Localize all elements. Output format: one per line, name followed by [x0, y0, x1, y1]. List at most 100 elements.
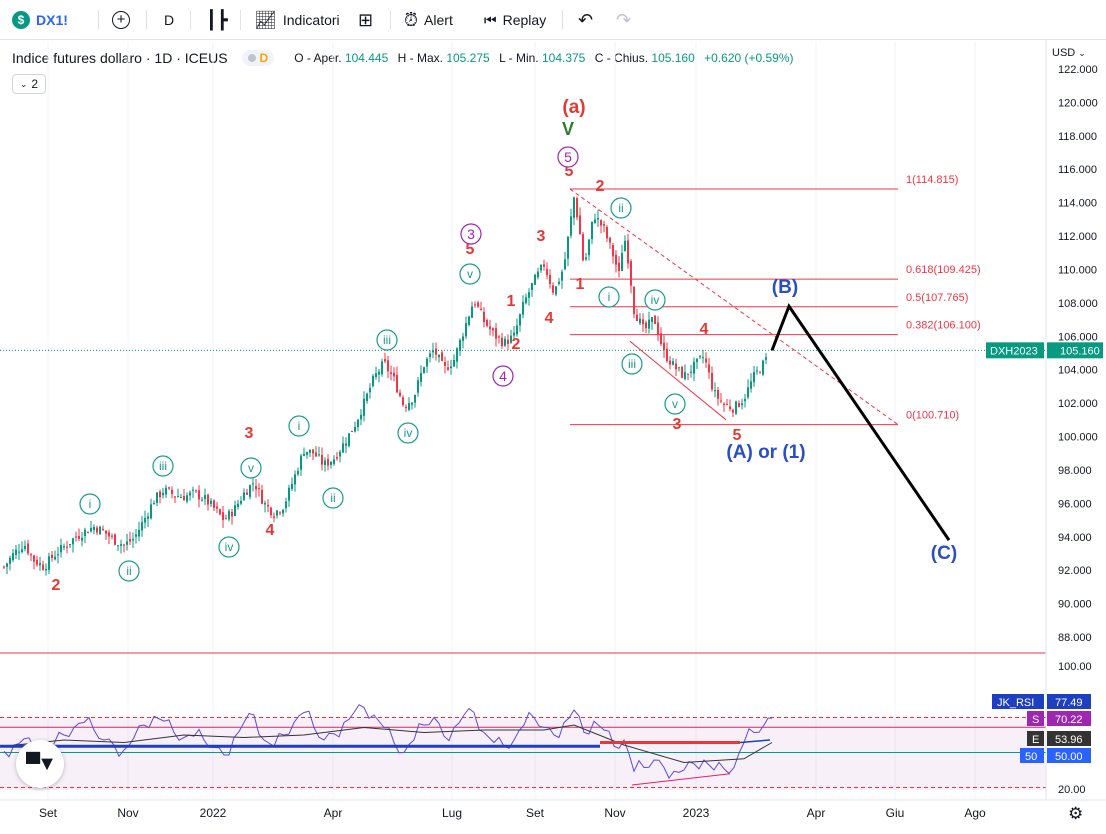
candle-body: [414, 394, 416, 403]
alert-button[interactable]: ⏰︎ Alert: [404, 0, 453, 40]
candle-body: [180, 497, 182, 499]
candle-body: [606, 226, 608, 239]
wave-label-purple: 5: [564, 149, 572, 165]
price-tick-label: 120.000: [1058, 97, 1098, 109]
price-tick-label: 96.000: [1058, 498, 1092, 510]
layouts-button[interactable]: ⊞: [358, 0, 379, 40]
candle-body: [717, 389, 719, 399]
candle-body: [426, 358, 428, 367]
wave-label-major: (A) or (1): [726, 442, 805, 463]
candle-body: [702, 357, 704, 359]
wave-circle-teal: [218, 536, 240, 558]
price-tick-label: 112.000: [1058, 231, 1097, 243]
wave-label-major: (a): [562, 97, 585, 118]
candle-body: [309, 449, 311, 453]
candle-body: [69, 544, 71, 546]
candle-body: [438, 354, 440, 358]
candle-body: [519, 314, 521, 326]
candle-body: [435, 348, 437, 355]
undo-button[interactable]: ↶: [578, 0, 599, 40]
dollar-icon: $: [12, 11, 30, 29]
legend-title[interactable]: Indice futures dollaro · 1D · ICEUS: [12, 50, 228, 66]
wave-circle-teal: [376, 329, 398, 351]
candle-body: [693, 361, 695, 374]
candle-body: [405, 406, 407, 408]
candle-body: [126, 541, 128, 545]
candle-body: [102, 528, 104, 531]
candle-body: [165, 487, 167, 495]
indicators-label: Indicatori: [282, 12, 340, 28]
candle-body: [378, 371, 380, 375]
candle-body: [582, 234, 584, 261]
currency-selector[interactable]: USD ⌄: [1052, 47, 1086, 59]
candle-body: [144, 518, 146, 523]
candle-body: [141, 522, 143, 531]
tradingview-logo: ▀▼: [16, 740, 64, 788]
candle-body: [372, 375, 374, 387]
candle-body: [333, 459, 335, 464]
candle-body: [627, 240, 629, 264]
candle-body: [231, 511, 233, 517]
collapse-indicators-button[interactable]: ⌄ 2: [12, 74, 46, 94]
candle-body: [159, 491, 161, 498]
wave-label-teal: i: [608, 290, 611, 304]
replay-button[interactable]: ⏮ Replay: [484, 0, 546, 40]
candle-body: [63, 546, 65, 548]
rsi-tag-value: 77.49: [1055, 697, 1083, 709]
indicators-button[interactable]: 📈︎ Indicatori: [254, 0, 340, 40]
rsi-tag-value: 50.00: [1055, 751, 1083, 763]
candle-body: [465, 323, 467, 337]
candle-body: [252, 483, 254, 485]
fib-level-label: 0.5(107.765): [906, 292, 968, 304]
wave-circle-teal: [644, 289, 666, 311]
candle-body: [516, 325, 518, 335]
rsi-tag-name: S: [1032, 714, 1039, 726]
candle-body: [72, 538, 74, 545]
candle-body: [243, 492, 245, 501]
chart-legend: Indice futures dollaro · 1D · ICEUS D O …: [12, 50, 794, 66]
price-tick-label: 110.000: [1058, 264, 1097, 276]
candle-body: [609, 237, 611, 243]
redo-button[interactable]: ↷: [616, 0, 637, 40]
compare-add-button[interactable]: +: [112, 0, 136, 40]
symbol-search-button[interactable]: $ DX1!: [12, 0, 68, 40]
candle-body: [78, 536, 80, 539]
candle-body: [54, 556, 56, 560]
candle-body: [585, 257, 587, 260]
wave-label-teal: i: [89, 497, 92, 511]
candle-body: [291, 483, 293, 489]
candle-body: [225, 518, 227, 520]
last-price-tag: [1047, 342, 1103, 359]
candle-body: [129, 539, 131, 542]
delay-pill[interactable]: D: [241, 50, 275, 66]
symbol-label: DX1!: [36, 12, 68, 28]
tv-logo-icon: ▀▼: [26, 752, 57, 775]
candle-body: [744, 398, 746, 402]
candle-body: [330, 461, 332, 465]
candle-body: [222, 512, 224, 521]
candle-body: [237, 503, 239, 507]
candle-body: [591, 221, 593, 240]
candle-body: [171, 489, 173, 495]
candle-body: [96, 527, 98, 533]
candle-body: [366, 393, 368, 402]
interval-button[interactable]: D: [164, 0, 174, 40]
price-tick-label: 116.000: [1058, 164, 1097, 176]
candle-body: [684, 372, 686, 380]
candle-body: [273, 516, 275, 518]
rsi-tag-value-bg: [1047, 711, 1091, 726]
wave-circle-teal: [322, 487, 344, 509]
chart-type-button[interactable]: ┃┣: [206, 0, 234, 40]
wave-label-red: 1: [507, 293, 516, 310]
candle-body: [195, 490, 197, 492]
candle-body: [297, 470, 299, 475]
wedge-lower-line: [629, 340, 727, 421]
wave-circle-teal: [397, 422, 419, 444]
chart-settings-button[interactable]: ⚙: [1068, 804, 1088, 824]
candle-body: [483, 311, 485, 323]
candle-body: [132, 539, 134, 541]
candle-body: [753, 371, 755, 383]
low-label: L - Min.: [499, 51, 539, 65]
symbol-price-tag: [986, 342, 1044, 359]
